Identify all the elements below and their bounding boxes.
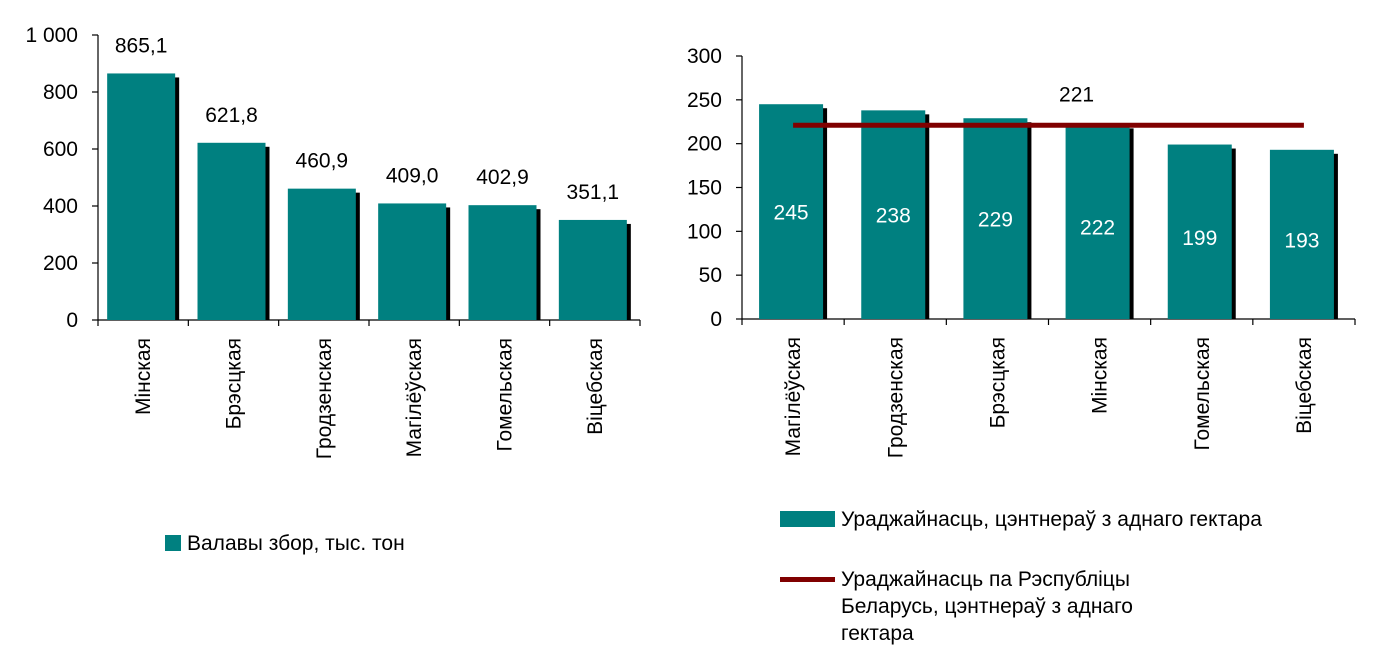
left-category-label: Мінская bbox=[132, 338, 155, 415]
left-bar bbox=[378, 203, 447, 320]
right-bar bbox=[861, 110, 926, 319]
right-chart-legend-yield: Ураджайнасць, цэнтнераў з аднаго гектара bbox=[780, 506, 1262, 533]
left-bar bbox=[287, 188, 356, 320]
left-bar bbox=[468, 205, 537, 320]
right-bar bbox=[759, 104, 824, 319]
left-y-tick-label: 0 bbox=[66, 309, 78, 332]
right-bar bbox=[963, 118, 1028, 319]
left-y-tick-label: 800 bbox=[43, 81, 78, 104]
left-category-label: Гродзенская bbox=[313, 338, 336, 459]
left-bar-value-label: 409,0 bbox=[386, 164, 439, 187]
right-bar-value-label: 245 bbox=[774, 202, 809, 225]
left-bar-value-label: 351,1 bbox=[567, 181, 620, 204]
right-bar-value-label: 199 bbox=[1182, 227, 1217, 250]
legend-swatch-republic-line bbox=[780, 577, 835, 582]
left-category-label: Магілёўская bbox=[403, 338, 426, 457]
right-bar-value-label: 229 bbox=[978, 209, 1013, 232]
left-y-tick-label: 1 000 bbox=[25, 24, 78, 47]
legend-label-yield: Ураджайнасць, цэнтнераў з аднаго гектара bbox=[841, 508, 1262, 531]
left-y-tick-label: 400 bbox=[43, 195, 78, 218]
left-category-label: Брэсцкая bbox=[223, 338, 246, 429]
legend-swatch-gross-harvest bbox=[165, 535, 181, 551]
right-bar bbox=[1269, 149, 1334, 319]
right-chart-legend-republic: Ураджайнасць па Рэспубліцы Беларусь, цэн… bbox=[780, 566, 1181, 647]
right-category-label: Мінская bbox=[1089, 337, 1112, 414]
left-chart-legend: Валавы збор, тыс. тон bbox=[165, 530, 405, 557]
right-y-tick-label: 0 bbox=[710, 308, 722, 331]
left-y-tick-label: 600 bbox=[43, 138, 78, 161]
charts-canvas: 0 200 400 600 800 1 000 865,1 Мінская 621,8 Брэсц… bbox=[25, 24, 1356, 459]
right-category-label: Магілёўская bbox=[782, 337, 805, 456]
right-y-tick-label: 100 bbox=[687, 220, 722, 243]
legend-swatch-yield bbox=[780, 511, 835, 527]
right-category-label: Віцебская bbox=[1293, 337, 1316, 434]
left-category-label: Гомельская bbox=[494, 338, 517, 451]
right-bar bbox=[1167, 144, 1232, 319]
right-y-tick-label: 200 bbox=[687, 133, 722, 156]
legend-label-republic: Ураджайнасць па Рэспубліцы Беларусь, цэн… bbox=[841, 568, 1133, 645]
right-category-label: Брэсцкая bbox=[986, 337, 1009, 428]
right-bar-value-label: 193 bbox=[1284, 229, 1319, 252]
left-bar-value-label: 402,9 bbox=[476, 166, 529, 189]
right-bar-value-label: 222 bbox=[1080, 217, 1115, 240]
left-category-label: Віцебская bbox=[584, 338, 607, 435]
left-y-tick-label: 200 bbox=[43, 252, 78, 275]
right-y-tick-label: 250 bbox=[687, 89, 722, 112]
left-bar-value-label: 460,9 bbox=[296, 150, 349, 173]
left-bar bbox=[558, 219, 627, 320]
right-y-tick-label: 300 bbox=[687, 45, 722, 68]
left-bar bbox=[197, 142, 266, 320]
left-bar bbox=[107, 73, 176, 320]
right-category-label: Гродзенская bbox=[884, 337, 907, 458]
left-bar-value-label: 621,8 bbox=[205, 104, 258, 127]
right-republic-line-label: 221 bbox=[1059, 83, 1094, 106]
right-bar-value-label: 238 bbox=[876, 205, 911, 228]
right-bar bbox=[1065, 124, 1130, 319]
right-y-tick-label: 50 bbox=[699, 264, 722, 287]
left-bar-value-label: 865,1 bbox=[115, 34, 168, 57]
legend-label-gross-harvest: Валавы збор, тыс. тон bbox=[187, 532, 405, 555]
right-y-tick-label: 150 bbox=[687, 177, 722, 200]
right-category-label: Гомельская bbox=[1191, 337, 1214, 450]
